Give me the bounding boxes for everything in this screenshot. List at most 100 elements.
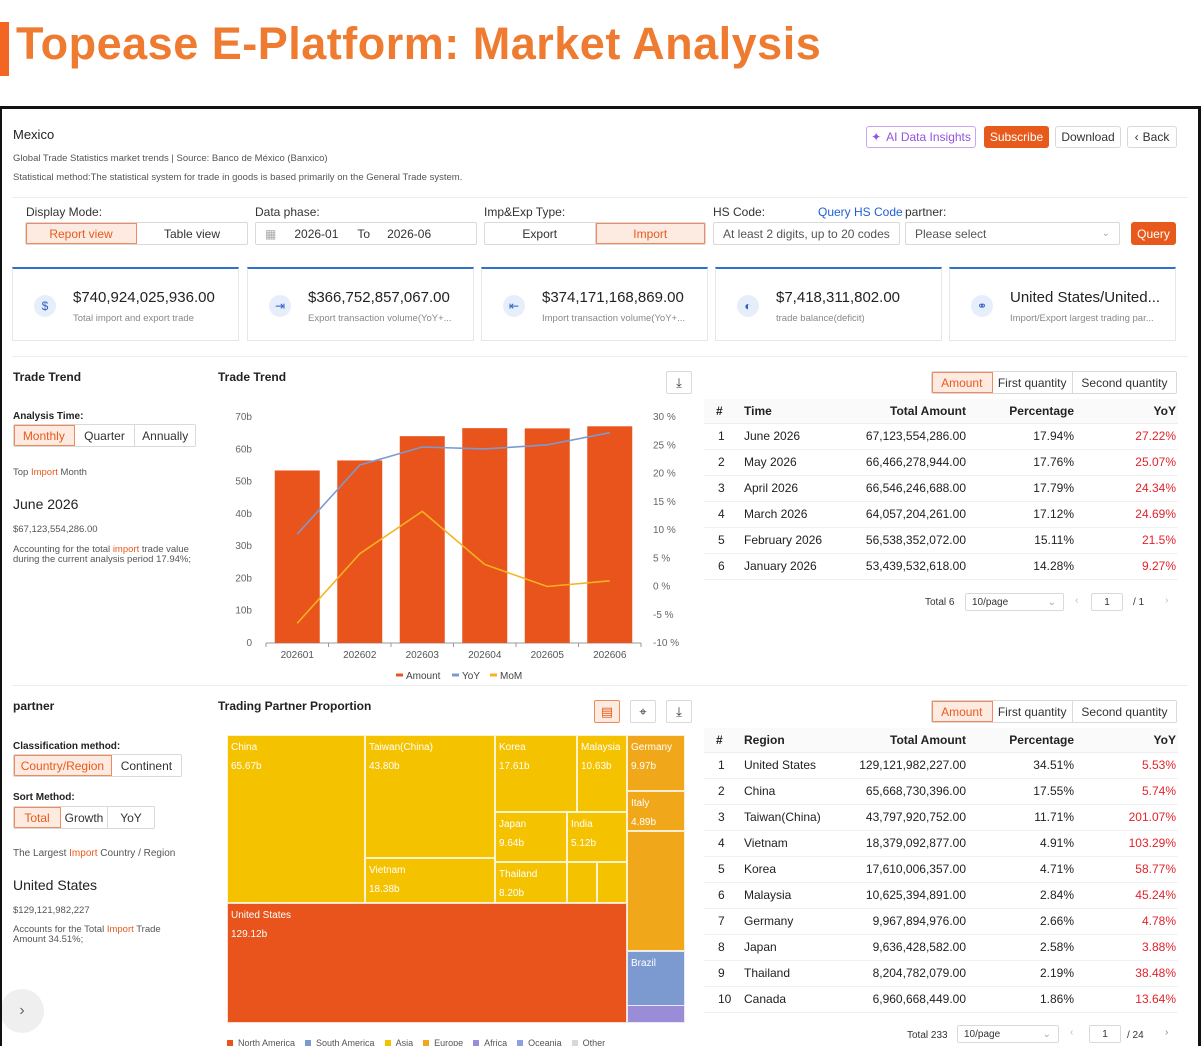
- trend-page-size-select[interactable]: 10/page ⌄: [965, 593, 1064, 611]
- treemap-minor-tile[interactable]: [597, 862, 627, 903]
- chart-download-icon[interactable]: ⤓: [666, 371, 692, 394]
- table-row[interactable]: 4 March 2026 64,057,204,261.00 17.12% 24.69%: [704, 501, 1178, 528]
- table-view-option[interactable]: Table view: [163, 226, 221, 241]
- column-header[interactable]: #: [704, 399, 738, 424]
- query-hs-link[interactable]: Query HS Code: [818, 205, 903, 219]
- table-row[interactable]: 1 United States 129,121,982,227.00 34.51% 5.…: [704, 752, 1178, 779]
- partner-section-title: partner: [13, 699, 55, 713]
- treemap-tile[interactable]: United States 129.12b: [227, 903, 627, 1023]
- annually-option[interactable]: Annually: [142, 428, 189, 443]
- column-header[interactable]: Percentage: [966, 728, 1074, 753]
- monthly-option[interactable]: Monthly: [14, 425, 75, 446]
- kpi-label: Export transaction volume(YoY+...: [308, 313, 452, 324]
- map-pin-icon[interactable]: ⌖: [630, 700, 656, 723]
- subscribe-button[interactable]: Subscribe: [984, 126, 1049, 148]
- trend-next-page-icon[interactable]: ›: [1165, 595, 1169, 606]
- column-header[interactable]: YoY: [1074, 728, 1178, 753]
- treemap-download-icon[interactable]: ⤓: [666, 700, 692, 723]
- column-header[interactable]: Percentage: [966, 399, 1074, 424]
- partner-filter-label: partner:: [905, 205, 947, 219]
- legend-label: Europe: [434, 1038, 464, 1046]
- table-row[interactable]: 5 February 2026 56,538,352,072.00 15.11% 21.…: [704, 527, 1178, 554]
- table-cell: 65,668,730,396.00: [848, 778, 966, 805]
- expand-sidebar-button[interactable]: ›: [2, 989, 44, 1033]
- kpi-label: trade balance(deficit): [776, 313, 865, 324]
- table-row[interactable]: 10 Canada 6,960,668,449.00 1.86% 13.64%: [704, 986, 1178, 1013]
- table-row[interactable]: 5 Korea 17,610,006,357.00 4.71% 58.77%: [704, 856, 1178, 883]
- table-row[interactable]: 2 China 65,668,730,396.00 17.55% 5.74%: [704, 778, 1178, 805]
- legend-item[interactable]: North America: [227, 1038, 295, 1046]
- continent-option[interactable]: Continent: [120, 758, 173, 773]
- legend-item[interactable]: Oceania: [517, 1038, 562, 1046]
- hs-code-input[interactable]: At least 2 digits, up to 20 codes: [713, 222, 900, 245]
- legend-item[interactable]: Europe: [423, 1038, 463, 1046]
- metric-tab[interactable]: Second quantity: [1081, 704, 1168, 719]
- table-row[interactable]: 7 Germany 9,967,894,976.00 2.66% 4.78%: [704, 908, 1178, 935]
- ai-insights-button[interactable]: ✦ AI Data Insights: [866, 126, 976, 148]
- treemap-tile[interactable]: Malaysia 10.63b: [577, 735, 627, 812]
- metric-tab[interactable]: First quantity: [993, 701, 1073, 722]
- table-cell: 103.29%: [1074, 830, 1178, 857]
- table-row[interactable]: 9 Thailand 8,204,782,079.00 2.19% 38.48%: [704, 960, 1178, 987]
- treemap-tile[interactable]: China 65.67b: [227, 735, 365, 903]
- partner-prev-page-icon[interactable]: ‹: [1070, 1027, 1074, 1038]
- legend-item[interactable]: Other: [571, 1038, 605, 1046]
- table-row[interactable]: 3 Taiwan(China) 43,797,920,752.00 11.71% 201…: [704, 804, 1178, 831]
- legend-swatch: [384, 1040, 391, 1046]
- treemap-tile[interactable]: Germany 9.97b: [627, 735, 685, 791]
- legend-item[interactable]: Africa: [473, 1038, 507, 1046]
- download-button[interactable]: Download: [1055, 126, 1121, 148]
- country-region-option[interactable]: Country/Region: [14, 755, 112, 776]
- treemap-tile[interactable]: Vietnam 18.38b: [365, 858, 495, 903]
- calendar-icon: ▦: [265, 226, 277, 241]
- treemap-tile[interactable]: Korea 17.61b: [495, 735, 577, 812]
- treemap-minor-tile[interactable]: [627, 1005, 685, 1023]
- partner-page-size-select[interactable]: 10/page ⌄: [957, 1025, 1059, 1043]
- column-header[interactable]: Region: [738, 728, 848, 753]
- export-option[interactable]: Export: [485, 223, 596, 244]
- sort-total-option[interactable]: Total: [14, 807, 61, 828]
- column-header[interactable]: Total Amount: [848, 399, 966, 424]
- import-option[interactable]: Import: [595, 223, 705, 244]
- trend-prev-page-icon[interactable]: ‹: [1075, 595, 1079, 606]
- report-view-option[interactable]: Report view: [26, 223, 137, 244]
- metric-tab[interactable]: First quantity: [993, 372, 1073, 393]
- partner-page-input[interactable]: 1: [1089, 1025, 1121, 1043]
- legend-item[interactable]: Asia: [384, 1038, 413, 1046]
- column-header[interactable]: Time: [738, 399, 848, 424]
- y-left-tick-label: 70b: [235, 412, 252, 423]
- treemap-view-icon[interactable]: ▤: [594, 700, 620, 723]
- date-range-picker[interactable]: ▦ 2026-01 To 2026-06: [255, 222, 477, 245]
- column-header[interactable]: YoY: [1074, 399, 1178, 424]
- table-row[interactable]: 2 May 2026 66,466,278,944.00 17.76% 25.07%: [704, 449, 1178, 476]
- back-button[interactable]: ‹ Back: [1127, 126, 1177, 148]
- metric-tab[interactable]: Amount: [932, 372, 993, 393]
- treemap-tile[interactable]: India 5.12b: [567, 812, 627, 862]
- table-row[interactable]: 6 January 2026 53,439,532,618.00 14.28% 9.27…: [704, 553, 1178, 580]
- partner-next-page-icon[interactable]: ›: [1165, 1027, 1169, 1038]
- table-row[interactable]: 4 Vietnam 18,379,092,877.00 4.91% 103.29%: [704, 830, 1178, 857]
- table-row[interactable]: 1 June 2026 67,123,554,286.00 17.94% 27.22%: [704, 423, 1178, 450]
- quarter-option[interactable]: Quarter: [75, 425, 136, 446]
- treemap-minor-tile[interactable]: [627, 831, 685, 951]
- partner-select[interactable]: Please select ⌄: [905, 222, 1120, 245]
- column-header[interactable]: #: [704, 728, 738, 753]
- table-row[interactable]: 8 Japan 9,636,428,582.00 2.58% 3.88%: [704, 934, 1178, 961]
- balance-icon: ◐: [737, 295, 759, 317]
- sort-growth-option[interactable]: Growth: [61, 807, 108, 828]
- trend-page-input[interactable]: 1: [1091, 593, 1123, 611]
- column-header[interactable]: Total Amount: [848, 728, 966, 753]
- metric-tab[interactable]: Amount: [932, 701, 993, 722]
- treemap-tile[interactable]: Thailand 8.20b: [495, 862, 567, 903]
- legend-item[interactable]: South America: [305, 1038, 375, 1046]
- table-row[interactable]: 3 April 2026 66,546,246,688.00 17.79% 24.34%: [704, 475, 1178, 502]
- sort-yoy-option[interactable]: YoY: [120, 810, 142, 825]
- banner-accent-bar: [0, 22, 9, 76]
- treemap-minor-tile[interactable]: [567, 862, 597, 903]
- metric-tab[interactable]: Second quantity: [1081, 375, 1168, 390]
- query-button[interactable]: Query: [1131, 222, 1176, 245]
- treemap-tile[interactable]: Italy 4.89b: [627, 791, 685, 831]
- treemap-tile[interactable]: Japan 9.64b: [495, 812, 567, 862]
- treemap-tile[interactable]: Taiwan(China) 43.80b: [365, 735, 495, 858]
- table-row[interactable]: 6 Malaysia 10,625,394,891.00 2.84% 45.24%: [704, 882, 1178, 909]
